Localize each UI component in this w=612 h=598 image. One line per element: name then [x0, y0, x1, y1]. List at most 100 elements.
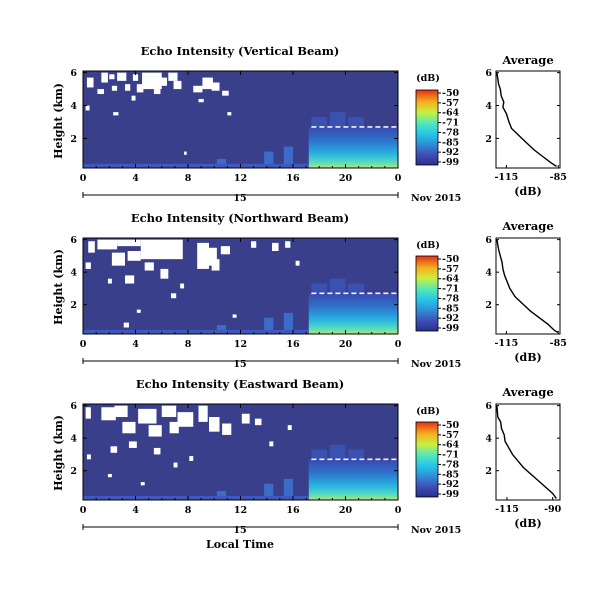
colorbar-tick-label: -92	[442, 147, 459, 158]
heatmap-plot: 0 4 8 12 16 20 0 2 4 6	[70, 401, 402, 530]
average-x-tick-label: -85	[550, 338, 567, 349]
colorbar-tick-label: -78	[442, 293, 460, 304]
panel-vertical-beam: Echo Intensity (Vertical Beam) 0 4 8 12 16 20…	[52, 44, 567, 204]
data-gap	[113, 112, 119, 116]
data-gap	[153, 447, 161, 455]
x-tick-label: 16	[286, 505, 300, 516]
x-tick-label: 16	[286, 173, 300, 184]
data-gap	[107, 278, 112, 284]
data-gap	[128, 441, 137, 448]
surface-bump	[283, 312, 293, 334]
date-label: Nov 2015	[411, 193, 461, 204]
colorbar-tick-label: -57	[442, 98, 459, 109]
average-profile: 2 4 6 -115 -90	[485, 401, 561, 515]
data-gap	[272, 242, 279, 252]
data-gap	[170, 293, 177, 299]
data-gap	[295, 260, 300, 266]
data-gap	[101, 72, 108, 83]
x-tick-label: 0	[80, 505, 87, 516]
data-gap	[125, 275, 135, 284]
colorbar-tick-label: -50	[442, 420, 460, 431]
echo-plume	[348, 117, 364, 127]
average-x-tick-label: -115	[494, 338, 518, 349]
average-frame	[495, 403, 561, 501]
y-tick-label: 4	[70, 434, 77, 445]
data-gap	[209, 417, 220, 432]
colorbar-tick-label: -78	[442, 459, 460, 470]
panel-eastward-beam: Echo Intensity (Eastward Beam) 0 4 8 12 16 20…	[52, 377, 562, 551]
echo-plume	[348, 283, 364, 294]
surface-bump	[264, 483, 274, 500]
heatmap-plot: 0 4 8 12 16 20 0 2 4 6	[70, 68, 402, 198]
data-gap	[269, 441, 274, 447]
average-profile: 2 4 6 -115 -85	[485, 68, 566, 183]
data-gap	[107, 473, 112, 478]
data-gap	[177, 412, 194, 427]
average-x-tick-label: -90	[544, 504, 562, 515]
data-gap	[251, 241, 257, 248]
colorbar-tick-label: -85	[442, 469, 459, 480]
colorbar: -50-57-64-71-78-85-92-99	[415, 88, 460, 168]
x-tick-label: 12	[234, 173, 247, 184]
y-axis-label: Height (km)	[52, 83, 65, 159]
data-gap	[140, 239, 183, 260]
panel-title: Echo Intensity (Vertical Beam)	[141, 44, 340, 58]
colorbar-tick-label: -71	[442, 284, 459, 295]
data-gap	[109, 74, 115, 80]
average-y-tick-label: 4	[485, 268, 492, 279]
average-y-tick-label: 4	[485, 434, 492, 445]
echo-region	[308, 459, 398, 500]
average-profile-line	[496, 239, 559, 334]
date-day-label: 15	[233, 193, 246, 204]
y-tick-label: 6	[70, 235, 77, 246]
surface-bump	[283, 146, 293, 168]
data-gap	[114, 405, 128, 418]
x-tick-label: 4	[132, 505, 139, 516]
data-gap	[169, 421, 179, 434]
data-gap	[97, 89, 104, 95]
average-frame	[495, 237, 561, 335]
data-gap	[86, 77, 94, 88]
data-gap	[211, 259, 220, 271]
data-gap	[227, 112, 232, 116]
x-tick-label: 4	[132, 173, 139, 184]
echo-region	[308, 293, 398, 334]
surface-bump	[264, 317, 274, 334]
average-x-tick-label: -85	[550, 172, 567, 183]
data-gap	[287, 425, 292, 431]
average-profile-line	[496, 72, 557, 167]
data-gap	[142, 72, 162, 90]
data-gap	[198, 98, 204, 103]
data-gap	[140, 482, 145, 486]
colorbar-gradient	[415, 421, 439, 498]
surface-band	[83, 329, 309, 334]
data-gap	[160, 268, 169, 279]
average-xlabel: (dB)	[514, 351, 541, 364]
data-gap	[88, 241, 95, 253]
x-tick-label: 20	[339, 339, 353, 350]
average-x-tick-label: -115	[494, 172, 518, 183]
data-gap	[148, 425, 162, 437]
x-tick-label: 0	[80, 173, 87, 184]
data-gap	[153, 89, 161, 95]
data-gap	[189, 456, 194, 461]
colorbar-gradient	[415, 255, 439, 332]
data-gap	[97, 239, 118, 250]
data-gap	[193, 85, 203, 93]
colorbar-tick-label: -99	[442, 489, 460, 500]
data-gap	[144, 262, 154, 271]
date-label: Nov 2015	[411, 359, 461, 370]
average-y-tick-label: 2	[485, 466, 492, 477]
colorbar-tick-label: -78	[442, 127, 460, 138]
colorbar-tick-label: -71	[442, 118, 459, 129]
colorbar-tick-label: -99	[442, 157, 460, 168]
colorbar: -50-57-64-71-78-85-92-99	[415, 254, 460, 334]
colorbar-tick-label: -57	[442, 264, 459, 275]
data-gap	[85, 262, 91, 269]
average-title: Average	[501, 53, 553, 67]
data-gap	[136, 309, 141, 313]
average-title: Average	[501, 385, 553, 399]
data-gap	[125, 84, 131, 91]
data-gap	[101, 407, 116, 421]
data-gap	[232, 314, 237, 318]
